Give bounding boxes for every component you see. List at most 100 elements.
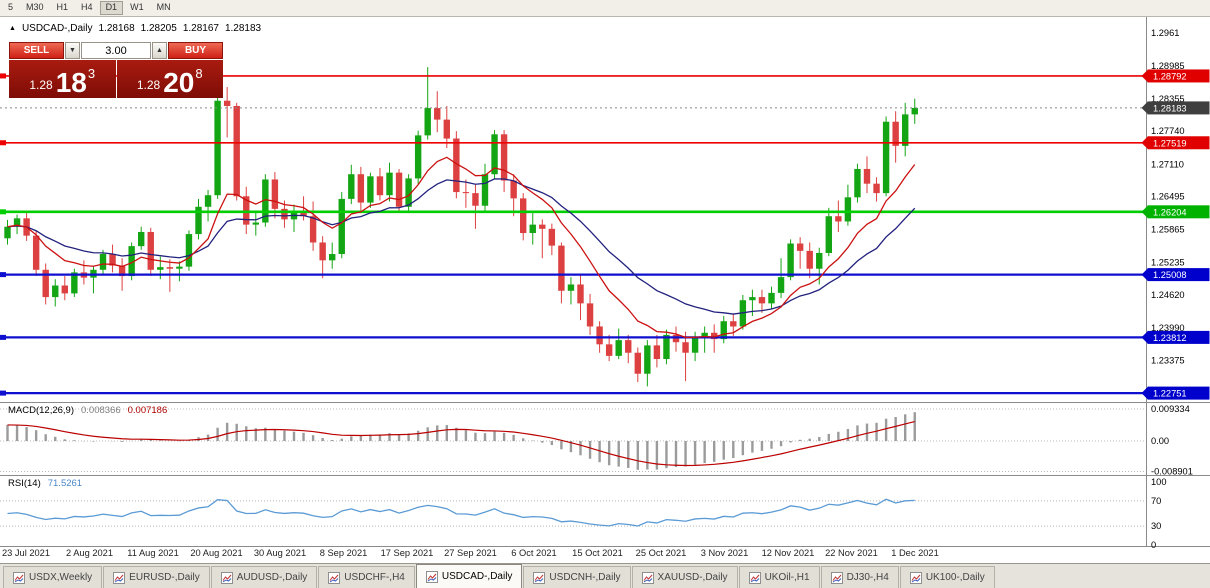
chart-tab-dj30-h4[interactable]: DJ30-,H4 bbox=[820, 566, 899, 588]
candle-body bbox=[109, 254, 116, 266]
timeframe-button-m30[interactable]: M30 bbox=[20, 1, 50, 15]
date-label: 30 Aug 2021 bbox=[253, 548, 307, 558]
candle-body bbox=[749, 297, 756, 301]
chart-tab-eurusd-daily[interactable]: EURUSD-,Daily bbox=[103, 566, 210, 588]
timeframe-button-h1[interactable]: H1 bbox=[51, 1, 75, 15]
candle-body bbox=[558, 245, 565, 291]
candle-body bbox=[252, 222, 259, 225]
chart-tab-label: USDCHF-,H4 bbox=[344, 572, 405, 583]
candle-body bbox=[13, 218, 21, 227]
rsi-axis-label: 0 bbox=[1151, 540, 1156, 550]
candle-body bbox=[854, 168, 861, 198]
date-label: 3 Nov 2021 bbox=[700, 548, 749, 558]
candle-body bbox=[472, 193, 479, 206]
quote-high: 1.28205 bbox=[140, 23, 177, 34]
candle-body bbox=[701, 332, 708, 337]
candle-body bbox=[510, 180, 517, 199]
candle-body bbox=[835, 216, 842, 222]
support-line-blue-1-anchor bbox=[0, 272, 6, 278]
candle-body bbox=[99, 254, 107, 270]
tab-chart-icon bbox=[748, 571, 761, 584]
candle-body bbox=[128, 246, 135, 277]
timeframe-button-5[interactable]: 5 bbox=[2, 1, 19, 15]
date-label: 22 Nov 2021 bbox=[825, 548, 878, 558]
buy-button[interactable]: BUY bbox=[168, 42, 223, 59]
price-badge-label: 1.22751 bbox=[1153, 389, 1187, 399]
quote-open: 1.28168 bbox=[98, 23, 135, 34]
volume-decrease-button[interactable]: ▼ bbox=[65, 42, 80, 59]
candle-body bbox=[653, 345, 661, 360]
candle-body bbox=[882, 121, 890, 194]
price-badge-pointer bbox=[1141, 331, 1148, 344]
candle-body bbox=[711, 332, 718, 340]
chart-tab-usdcnh-daily[interactable]: USDCNH-,Daily bbox=[523, 566, 631, 588]
candle-body bbox=[816, 252, 823, 269]
buy-price-display[interactable]: 1.28 20 8 bbox=[116, 60, 223, 98]
support-line-blue-3-anchor bbox=[0, 390, 6, 396]
candle-body bbox=[481, 174, 489, 206]
tab-chart-icon bbox=[328, 571, 341, 584]
candle-body bbox=[777, 277, 785, 293]
candle-body bbox=[548, 228, 556, 246]
candle-body bbox=[596, 326, 603, 345]
volume-input[interactable] bbox=[81, 42, 151, 59]
timeframe-button-h4[interactable]: H4 bbox=[75, 1, 99, 15]
price-tick: 1.25235 bbox=[1151, 258, 1185, 268]
chart-tab-xauusd-daily[interactable]: XAUUSD-,Daily bbox=[631, 566, 738, 588]
candle-body bbox=[691, 336, 699, 353]
sell-price-display[interactable]: 1.28 18 3 bbox=[9, 60, 116, 98]
timeframe-button-w1[interactable]: W1 bbox=[124, 1, 150, 15]
chart-tab-usdchf-h4[interactable]: USDCHF-,H4 bbox=[318, 566, 415, 588]
candle-body bbox=[462, 192, 470, 194]
candle-body bbox=[338, 198, 345, 255]
macd-label: MACD(12,26,9) bbox=[8, 405, 74, 416]
sell-button[interactable]: SELL bbox=[9, 42, 64, 59]
macd-main-value: 0.008366 bbox=[81, 405, 121, 416]
candle-body bbox=[61, 285, 68, 294]
ma-fast-line bbox=[7, 156, 916, 339]
price-badge-pointer bbox=[1141, 268, 1148, 281]
tab-chart-icon bbox=[13, 571, 25, 584]
price-badge bbox=[1147, 101, 1210, 115]
candle-body bbox=[147, 231, 154, 270]
chart-tab-ukoil-h1[interactable]: UKOil-,H1 bbox=[738, 566, 820, 588]
candle-body bbox=[892, 121, 899, 146]
price-badge-pointer bbox=[1141, 101, 1148, 114]
price-tick: 1.23375 bbox=[1151, 355, 1185, 365]
chart-tab-usdcad-daily[interactable]: USDCAD-,Daily bbox=[415, 564, 523, 588]
candle-body bbox=[376, 176, 384, 196]
candle-body bbox=[796, 243, 804, 251]
candle-body bbox=[185, 234, 193, 267]
candle-body bbox=[214, 100, 221, 196]
chart-tab-audusd-daily[interactable]: AUDUSD-,Daily bbox=[210, 566, 318, 588]
price-badge-label: 1.25008 bbox=[1153, 270, 1187, 280]
date-label: 20 Aug 2021 bbox=[190, 548, 243, 558]
price-tick: 1.27740 bbox=[1151, 126, 1185, 136]
timeframe-button-mn[interactable]: MN bbox=[151, 1, 177, 15]
chevron-down-icon: ▼ bbox=[69, 47, 76, 54]
price-badge bbox=[1147, 386, 1210, 400]
candle-body bbox=[453, 138, 460, 193]
candle-body bbox=[873, 183, 880, 194]
candle-body bbox=[625, 340, 632, 353]
date-label: 11 Aug 2021 bbox=[127, 548, 179, 558]
support-line-green-anchor bbox=[0, 209, 6, 215]
time-axis[interactable]: 23 Jul 2021 2 Aug 2021 11 Aug 2021 20 Aug 2… bbox=[0, 548, 1146, 562]
volume-increase-button[interactable]: ▲ bbox=[152, 42, 167, 59]
quote-symbol: USDCAD-,Daily bbox=[21, 23, 93, 34]
chart-tab-label: USDX,Weekly bbox=[29, 572, 93, 583]
price-axis[interactable] bbox=[1147, 17, 1210, 546]
candle-body bbox=[806, 250, 813, 269]
chart-tab-usdx-weekly[interactable]: USDX,Weekly bbox=[3, 566, 103, 588]
sell-price-prefix: 1.28 bbox=[29, 78, 53, 92]
timeframe-button-d1[interactable]: D1 bbox=[99, 1, 124, 15]
candle-body bbox=[176, 266, 183, 269]
candle-body bbox=[405, 178, 412, 207]
chart-canvas[interactable]: 1.2961 1.28985 1.28355 1.27740 1.27110 1.2649… bbox=[0, 0, 1210, 563]
price-badge-pointer bbox=[1141, 205, 1148, 218]
date-label: 15 Oct 2021 bbox=[572, 548, 623, 558]
rsi-line bbox=[7, 498, 915, 527]
chart-tab-uk100-daily[interactable]: UK100-,Daily bbox=[899, 566, 995, 588]
price-tick: 1.2961 bbox=[1151, 28, 1179, 38]
